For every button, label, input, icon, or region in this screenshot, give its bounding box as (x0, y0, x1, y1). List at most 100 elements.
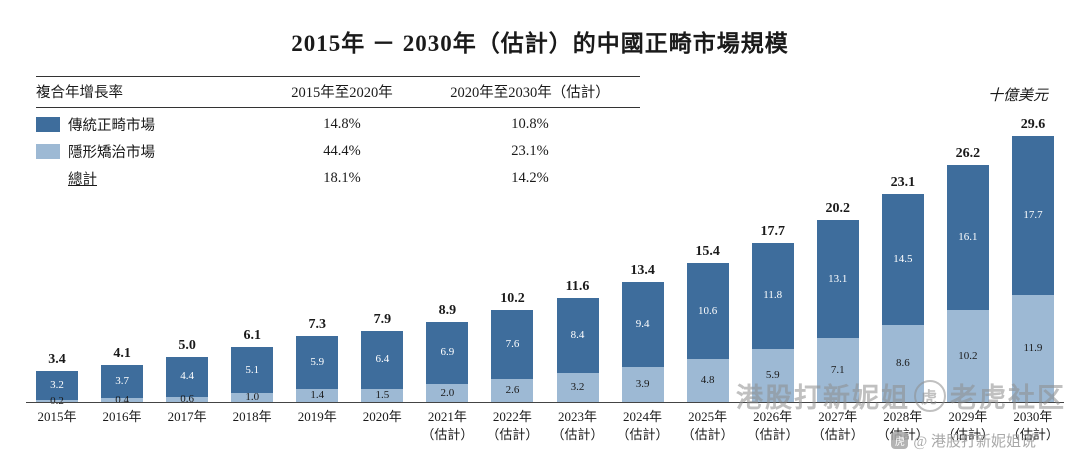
segment-traditional-market: 9.4 (621, 282, 664, 367)
x-axis-label: 2015年 (37, 409, 77, 424)
traditional-cagr-2020-2030: 10.8% (511, 116, 549, 132)
x-axis-label: 2018年 (232, 409, 272, 424)
bar-group: 26.2 16.1 10.2 2029年 （估計） (937, 100, 999, 443)
segment-invisible-market: 0.2 (36, 396, 78, 406)
segment-invisible-market: 4.8 (686, 358, 729, 402)
segment-traditional-market: 7.6 (491, 310, 534, 379)
segment-traditional-market: 16.1 (946, 165, 989, 311)
bar-group: 13.4 9.4 3.9 2024年 （估計） (612, 100, 674, 443)
legend-row-total: 總計 18.1% 14.2% (36, 168, 640, 189)
traditional-market-label: 傳統正畸市場 (68, 118, 155, 134)
bar-total-label: 13.4 (630, 263, 655, 279)
bar-group: 10.2 7.6 2.6 2022年 （估計） (481, 100, 543, 443)
segment-traditional-market: 6.4 (361, 330, 404, 389)
segment-invisible-market: 1.0 (231, 392, 274, 403)
x-axis-label: 2027年 （估計） (811, 409, 864, 442)
bar-total-label: 10.2 (500, 291, 525, 307)
x-axis-label: 2020年 (362, 409, 402, 424)
bar-group: 7.3 5.9 1.4 2019年 (286, 100, 348, 426)
total-cagr-2020-2030: 14.2% (511, 170, 549, 186)
bar-total-label: 3.4 (48, 352, 66, 368)
segment-traditional-market: 14.5 (881, 194, 924, 325)
invisible-cagr-2015-2020: 44.4% (323, 143, 361, 159)
invisible-cagr-2020-2030: 23.1% (511, 143, 549, 159)
x-axis-label: 2029年 （估計） (941, 409, 994, 442)
segment-invisible-market: 8.6 (881, 324, 924, 402)
total-label: 總計 (68, 172, 97, 188)
bar-total-label: 23.1 (890, 175, 916, 191)
segment-invisible-market: 2.0 (426, 384, 469, 402)
segment-traditional-market: 11.8 (751, 242, 794, 349)
segment-traditional-market: 3.2 (36, 371, 78, 401)
bar-total-label: 17.7 (760, 223, 785, 239)
x-axis-label: 2019年 (297, 409, 337, 424)
page-title: 2015年 － 2030年（估計）的中國正畸市場規模 (291, 31, 789, 56)
segment-traditional-market: 5.9 (296, 336, 339, 390)
segment-invisible-market: 10.2 (946, 310, 989, 402)
segment-traditional-market: 8.4 (556, 297, 599, 374)
segment-traditional-market: 6.9 (426, 321, 469, 384)
segment-traditional-market: 4.4 (166, 357, 209, 397)
bar-group: 5.0 4.4 0.6 2017年 (156, 100, 218, 426)
cagr-header-label: 複合年增長率 (36, 85, 123, 101)
bar-group: 20.2 13.1 7.1 2027年 （估計） (807, 100, 869, 443)
bar-group: 8.9 6.9 2.0 2021年 （估計） (416, 100, 478, 443)
bar-total-label: 6.1 (243, 328, 261, 344)
bar-group: 23.1 14.5 8.6 2028年 （估計） (872, 100, 934, 443)
segment-invisible-market: 3.9 (621, 366, 664, 402)
segment-traditional-market: 3.7 (101, 365, 144, 399)
segment-invisible-market: 7.1 (816, 338, 859, 402)
segment-invisible-market: 1.5 (361, 388, 404, 402)
legend-row-invisible: 隱形矯治市場 44.4% 23.1% (36, 141, 640, 162)
x-axis-label: 2021年 （估計） (421, 409, 474, 442)
segment-invisible-market: 3.2 (556, 373, 599, 402)
x-axis-label: 2017年 (167, 409, 207, 424)
legend-row-traditional: 傳統正畸市場 14.8% 10.8% (36, 114, 640, 135)
bar-total-label: 29.6 (1020, 116, 1046, 132)
segment-traditional-market: 10.6 (686, 263, 729, 359)
bar-group: 6.1 5.1 1.0 2018年 (221, 100, 283, 426)
x-axis-label: 2028年 （估計） (876, 409, 929, 442)
bar-group: 3.4 3.2 0.2 2015年 (26, 100, 88, 426)
x-axis-label: 2030年 （估計） (1006, 409, 1059, 442)
bar-total-label: 20.2 (825, 201, 851, 217)
unit-label: 十億美元 (987, 88, 1048, 104)
cagr-table: 複合年增長率 2015年至2020年 2020年至2030年（估計） 傳統正畸市… (36, 76, 640, 189)
bars-area: 3.4 3.2 0.2 2015年 4.1 3.7 0.4 2016年 5.0 4.4 0.6 201… (26, 100, 1064, 443)
bar-group: 29.6 17.7 11.9 2030年 （估計） (1002, 100, 1064, 443)
segment-traditional-market: 17.7 (1011, 135, 1054, 295)
bar-group: 11.6 8.4 3.2 2023年 （估計） (547, 100, 609, 443)
bar-total-label: 8.9 (438, 302, 457, 318)
x-axis-label: 2024年 （估計） (616, 409, 669, 442)
segment-invisible-market: 11.9 (1011, 294, 1054, 402)
bar-total-label: 11.6 (565, 278, 590, 294)
bar-group: 17.7 11.8 5.9 2026年 （估計） (742, 100, 804, 443)
total-cagr-2015-2020: 18.1% (323, 170, 361, 186)
x-axis-label: 2025年 （估計） (681, 409, 734, 442)
x-axis-label: 2016年 (102, 409, 142, 424)
bar-group: 7.9 6.4 1.5 2020年 (351, 100, 413, 426)
bar-group: 4.1 3.7 0.4 2016年 (91, 100, 153, 426)
segment-invisible-market: 0.6 (166, 393, 209, 405)
cagr-col-2015-2020: 2015年至2020年 (291, 85, 393, 101)
bar-total-label: 7.3 (308, 317, 327, 333)
x-axis-label: 2023年 （估計） (551, 409, 604, 442)
x-axis-line (26, 402, 1064, 403)
segment-invisible-market: 0.4 (101, 395, 144, 405)
segment-invisible-market: 5.9 (751, 348, 794, 402)
traditional-cagr-2015-2020: 14.8% (323, 116, 361, 132)
x-axis-label: 2026年 （估計） (746, 409, 799, 442)
bar-total-label: 15.4 (695, 244, 720, 260)
invisible-market-label: 隱形矯治市場 (68, 145, 155, 161)
segment-traditional-market: 5.1 (231, 347, 274, 393)
segment-invisible-market: 1.4 (296, 389, 339, 402)
cagr-col-2020-2030: 2020年至2030年（估計） (450, 85, 610, 101)
segment-invisible-market: 2.6 (491, 378, 534, 402)
segment-traditional-market: 13.1 (816, 220, 859, 339)
bar-total-label: 5.0 (178, 338, 196, 354)
traditional-market-swatch (36, 117, 60, 132)
bar-group: 15.4 10.6 4.8 2025年 （估計） (677, 100, 739, 443)
cagr-table-header: 複合年增長率 2015年至2020年 2020年至2030年（估計） (36, 76, 640, 108)
bar-total-label: 4.1 (113, 346, 131, 362)
